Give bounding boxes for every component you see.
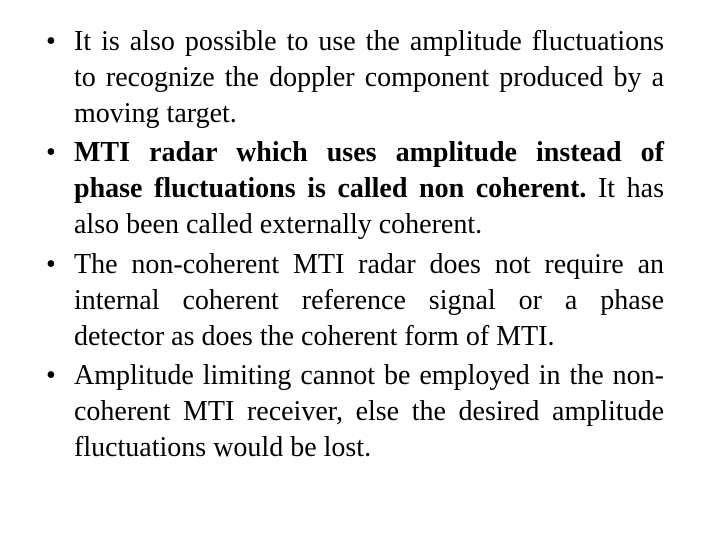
list-item: The non-coherent MTI radar does not requ…	[40, 247, 664, 354]
list-item: It is also possible to use the amplitude…	[40, 24, 664, 131]
bullet-text: The non-coherent MTI radar does not requ…	[74, 249, 664, 352]
list-item: MTI radar which uses amplitude instead o…	[40, 135, 664, 242]
bullet-text: It is also possible to use the amplitude…	[74, 26, 664, 129]
slide: It is also possible to use the amplitude…	[0, 0, 720, 540]
bullet-list: It is also possible to use the amplitude…	[40, 24, 664, 466]
list-item: Amplitude limiting cannot be employed in…	[40, 358, 664, 465]
bullet-bold-text: MTI radar which uses amplitude instead o…	[74, 137, 664, 204]
bullet-text: Amplitude limiting cannot be employed in…	[74, 360, 664, 463]
